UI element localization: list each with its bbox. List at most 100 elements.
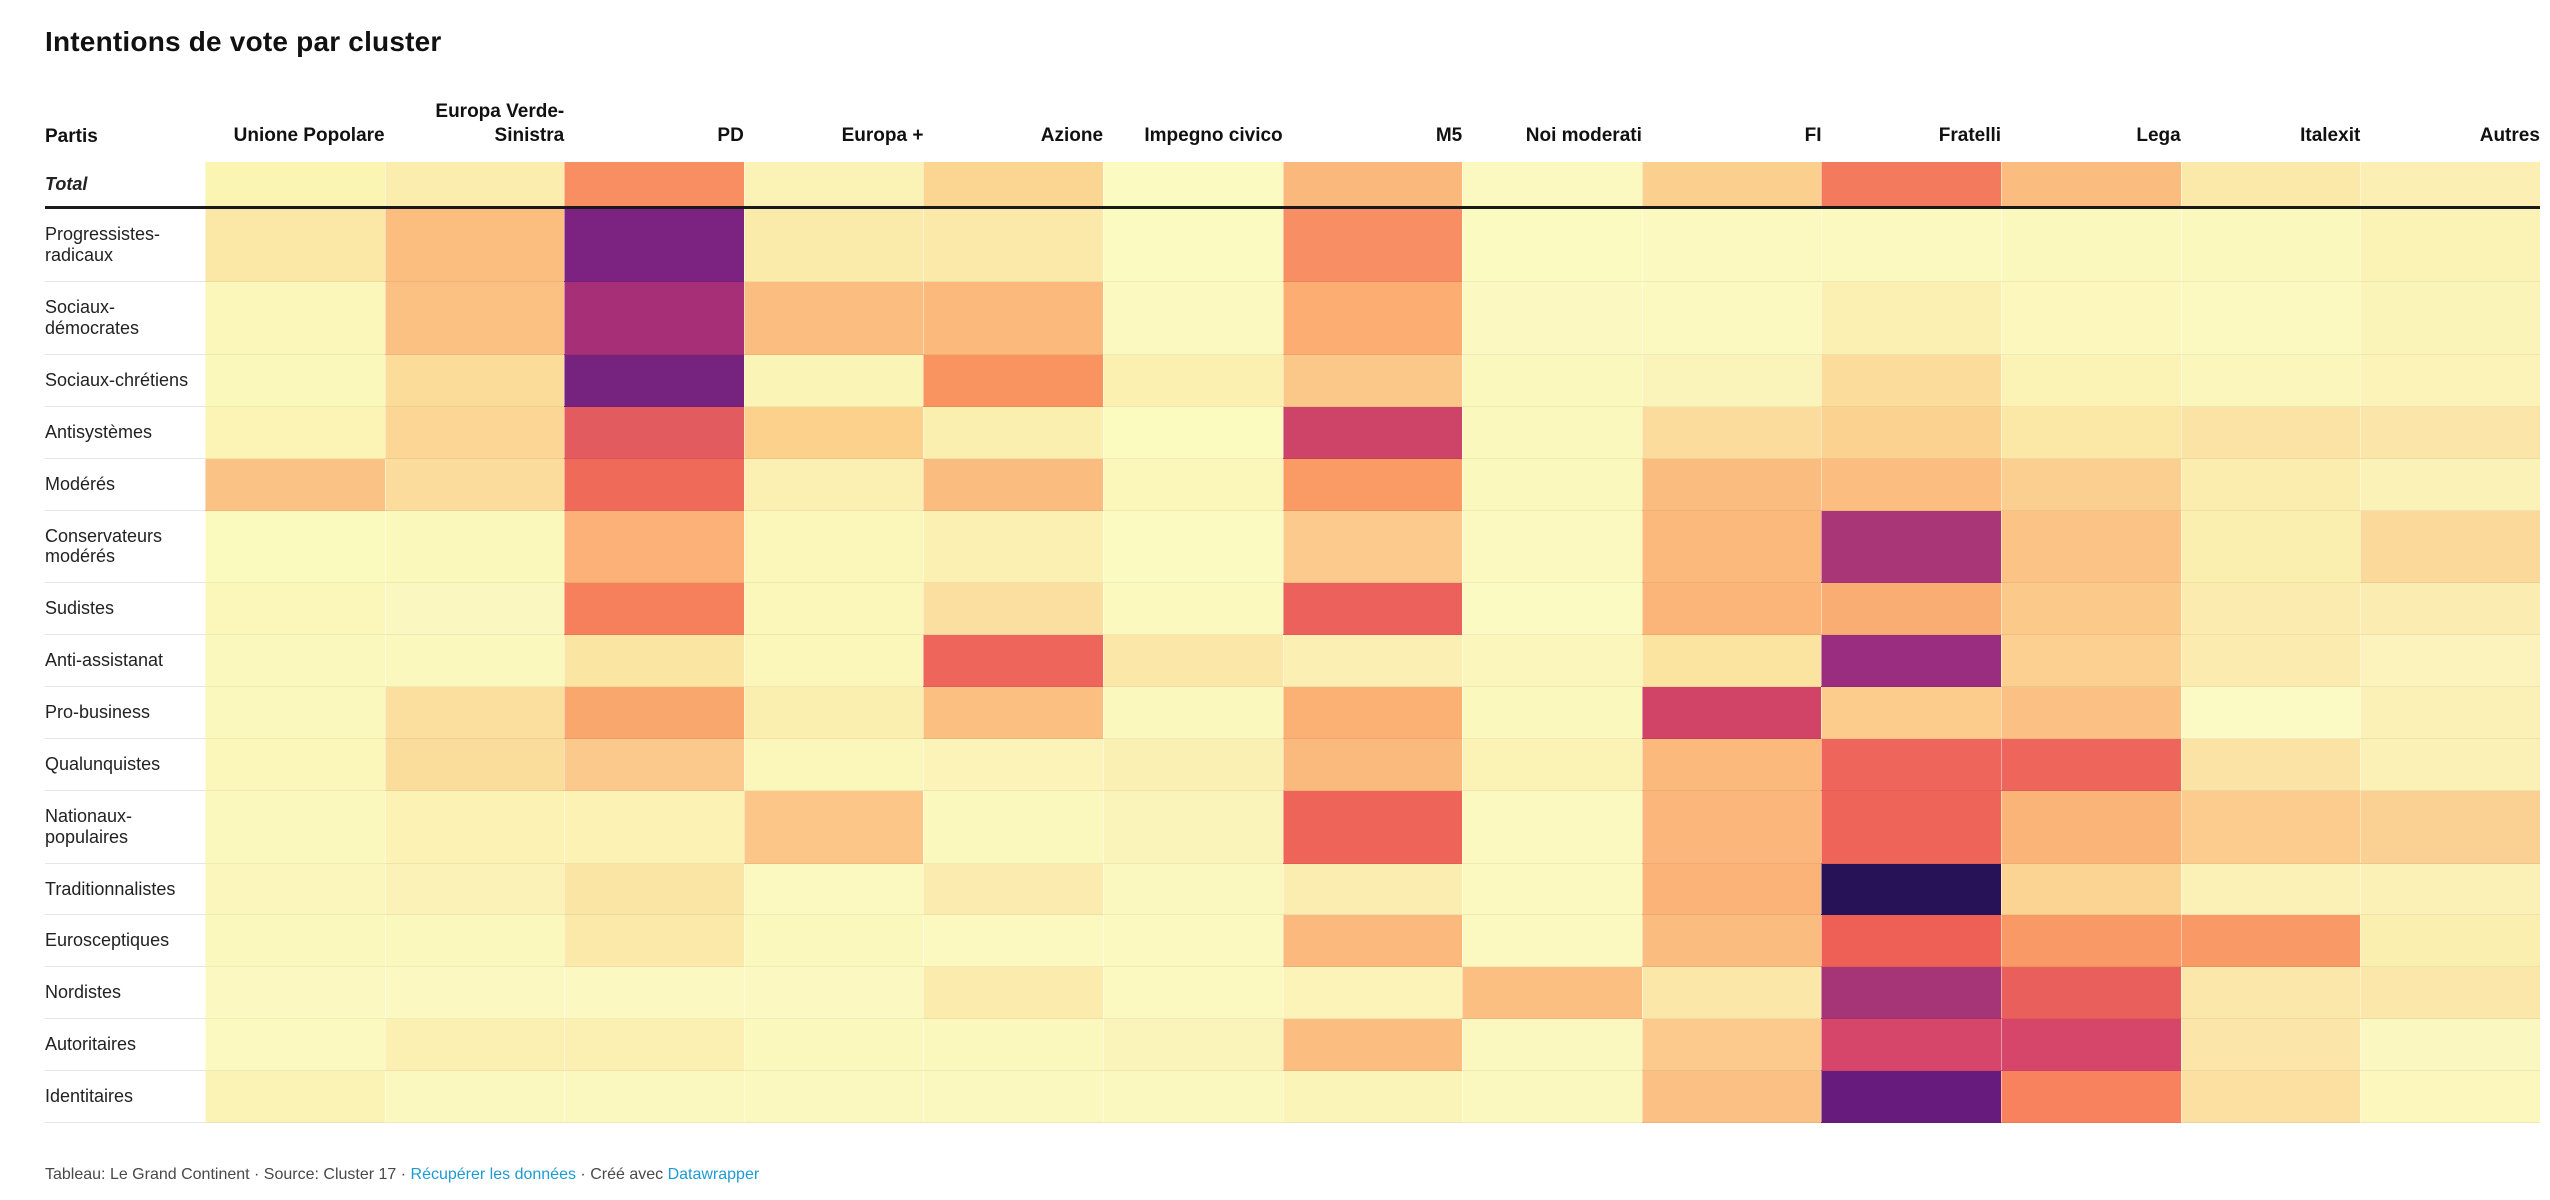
- heatmap-cell[interactable]: [564, 1019, 744, 1071]
- heatmap-cell[interactable]: [564, 687, 744, 739]
- get-the-data-link[interactable]: Récupérer les données: [410, 1166, 576, 1183]
- heatmap-cell[interactable]: [1821, 510, 2002, 584]
- heatmap-cell[interactable]: [1462, 863, 1642, 916]
- heatmap-cell[interactable]: [384, 583, 565, 636]
- heatmap-cell[interactable]: [1821, 354, 2002, 407]
- heatmap-cell[interactable]: [1282, 915, 1463, 968]
- heatmap-cell[interactable]: [384, 282, 565, 355]
- heatmap-cell[interactable]: [205, 790, 385, 864]
- heatmap-cell[interactable]: [2001, 738, 2181, 791]
- heatmap-cell[interactable]: [384, 687, 565, 739]
- heatmap-cell[interactable]: [923, 161, 1104, 207]
- heatmap-cell[interactable]: [2180, 282, 2361, 355]
- heatmap-cell[interactable]: [384, 354, 565, 407]
- heatmap-cell[interactable]: [2180, 915, 2361, 968]
- heatmap-cell[interactable]: [1462, 1071, 1642, 1123]
- heatmap-cell[interactable]: [564, 915, 744, 968]
- heatmap-cell[interactable]: [2360, 967, 2540, 1020]
- heatmap-cell[interactable]: [2001, 1071, 2181, 1123]
- heatmap-cell[interactable]: [205, 458, 385, 511]
- heatmap-cell[interactable]: [2360, 406, 2540, 459]
- heatmap-cell[interactable]: [1103, 1071, 1283, 1123]
- heatmap-cell[interactable]: [1282, 738, 1463, 791]
- heatmap-cell[interactable]: [205, 863, 385, 916]
- heatmap-cell[interactable]: [2180, 863, 2361, 916]
- heatmap-cell[interactable]: [2180, 583, 2361, 636]
- heatmap-cell[interactable]: [2001, 915, 2181, 968]
- heatmap-cell[interactable]: [564, 583, 744, 636]
- heatmap-cell[interactable]: [1282, 1019, 1463, 1071]
- heatmap-cell[interactable]: [205, 510, 385, 584]
- heatmap-cell[interactable]: [1821, 915, 2002, 968]
- heatmap-cell[interactable]: [2360, 863, 2540, 916]
- heatmap-cell[interactable]: [1282, 510, 1463, 584]
- heatmap-cell[interactable]: [205, 687, 385, 739]
- heatmap-cell[interactable]: [1462, 406, 1642, 459]
- heatmap-cell[interactable]: [2001, 1019, 2181, 1071]
- heatmap-cell[interactable]: [2001, 458, 2181, 511]
- heatmap-cell[interactable]: [1821, 863, 2002, 916]
- heatmap-cell[interactable]: [2360, 282, 2540, 355]
- heatmap-cell[interactable]: [1103, 915, 1283, 968]
- heatmap-cell[interactable]: [2180, 1071, 2361, 1123]
- heatmap-cell[interactable]: [205, 406, 385, 459]
- heatmap-cell[interactable]: [923, 687, 1104, 739]
- heatmap-cell[interactable]: [1462, 282, 1642, 355]
- heatmap-cell[interactable]: [1282, 282, 1463, 355]
- heatmap-cell[interactable]: [923, 583, 1104, 636]
- heatmap-cell[interactable]: [564, 738, 744, 791]
- heatmap-cell[interactable]: [1462, 458, 1642, 511]
- heatmap-cell[interactable]: [384, 458, 565, 511]
- heatmap-cell[interactable]: [1282, 1071, 1463, 1123]
- heatmap-cell[interactable]: [1103, 406, 1283, 459]
- heatmap-cell[interactable]: [2001, 161, 2181, 207]
- heatmap-cell[interactable]: [1821, 583, 2002, 636]
- heatmap-cell[interactable]: [1641, 161, 1822, 207]
- heatmap-cell[interactable]: [923, 790, 1104, 864]
- heatmap-cell[interactable]: [384, 790, 565, 864]
- heatmap-cell[interactable]: [923, 510, 1104, 584]
- heatmap-cell[interactable]: [2180, 406, 2361, 459]
- heatmap-cell[interactable]: [743, 790, 924, 864]
- heatmap-cell[interactable]: [743, 458, 924, 511]
- heatmap-cell[interactable]: [1641, 282, 1822, 355]
- heatmap-cell[interactable]: [1821, 282, 2002, 355]
- heatmap-cell[interactable]: [1641, 406, 1822, 459]
- heatmap-cell[interactable]: [2360, 635, 2540, 687]
- heatmap-cell[interactable]: [1282, 161, 1463, 207]
- heatmap-cell[interactable]: [1821, 458, 2002, 511]
- heatmap-cell[interactable]: [1641, 790, 1822, 864]
- heatmap-cell[interactable]: [2360, 161, 2540, 207]
- heatmap-cell[interactable]: [2360, 209, 2540, 283]
- heatmap-cell[interactable]: [2001, 583, 2181, 636]
- heatmap-cell[interactable]: [564, 458, 744, 511]
- heatmap-cell[interactable]: [384, 406, 565, 459]
- heatmap-cell[interactable]: [1103, 687, 1283, 739]
- heatmap-cell[interactable]: [743, 915, 924, 968]
- heatmap-cell[interactable]: [2180, 790, 2361, 864]
- datawrapper-link[interactable]: Datawrapper: [667, 1166, 760, 1183]
- heatmap-cell[interactable]: [564, 510, 744, 584]
- heatmap-cell[interactable]: [1103, 209, 1283, 283]
- heatmap-cell[interactable]: [1282, 863, 1463, 916]
- heatmap-cell[interactable]: [564, 790, 744, 864]
- heatmap-cell[interactable]: [1282, 354, 1463, 407]
- heatmap-cell[interactable]: [205, 738, 385, 791]
- heatmap-cell[interactable]: [2001, 510, 2181, 584]
- heatmap-cell[interactable]: [923, 915, 1104, 968]
- heatmap-cell[interactable]: [384, 863, 565, 916]
- heatmap-cell[interactable]: [2001, 967, 2181, 1020]
- heatmap-cell[interactable]: [2360, 583, 2540, 636]
- heatmap-cell[interactable]: [564, 967, 744, 1020]
- heatmap-cell[interactable]: [384, 738, 565, 791]
- heatmap-cell[interactable]: [2180, 967, 2361, 1020]
- heatmap-cell[interactable]: [2001, 635, 2181, 687]
- heatmap-cell[interactable]: [2360, 790, 2540, 864]
- heatmap-cell[interactable]: [384, 1071, 565, 1123]
- heatmap-cell[interactable]: [1462, 915, 1642, 968]
- heatmap-cell[interactable]: [2180, 354, 2361, 407]
- heatmap-cell[interactable]: [1641, 863, 1822, 916]
- heatmap-cell[interactable]: [743, 1071, 924, 1123]
- heatmap-cell[interactable]: [205, 1071, 385, 1123]
- heatmap-cell[interactable]: [205, 354, 385, 407]
